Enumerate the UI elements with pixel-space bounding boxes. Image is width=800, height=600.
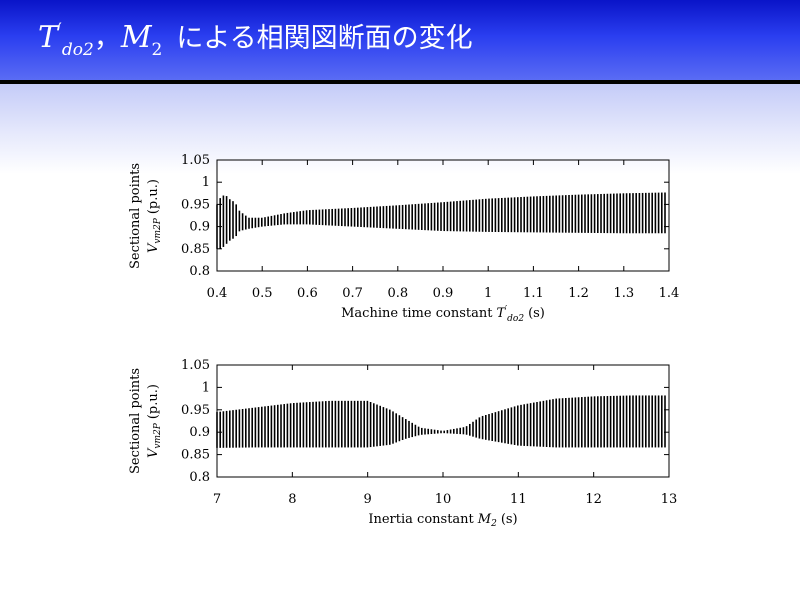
chart-2: 0.8 0.85 0.9 0.95 1 1.05 7 8 9 10 11 12 13 Sectiona… — [128, 358, 677, 529]
chart-1-ylabel-symbol: V — [146, 242, 161, 253]
chart-1-xtick-label: 1.2 — [568, 286, 589, 301]
chart-2-xtick-label: 8 — [288, 492, 296, 507]
chart-1-ytick-label: 0.85 — [181, 242, 210, 257]
chart-2-ytick-label: 0.95 — [181, 403, 210, 418]
chart-1-ytick-labels: 0.8 0.85 0.9 0.95 1 1.05 — [181, 153, 210, 279]
chart-1-xtick-label: 0.9 — [433, 286, 454, 301]
chart-1-xtick-label: 1.1 — [523, 286, 544, 301]
title-divider — [0, 80, 800, 84]
chart-2-xtick-label: 13 — [661, 492, 678, 507]
chart-1-ylabel-line2: Vvm2P (p.u.) — [146, 179, 163, 253]
title-bar — [0, 0, 800, 80]
chart-1-ylabel-line1: Sectional points — [128, 163, 143, 269]
chart-2-xlabel: Inertia constant M2 (s) — [368, 512, 517, 529]
title-gradient — [0, 84, 800, 174]
chart-1-ytick-label: 0.95 — [181, 197, 210, 212]
chart-1-xtick-label: 0.8 — [387, 286, 408, 301]
chart-2-xlabel-text: Inertia constant — [368, 512, 474, 527]
chart-1-xlabel-text: Machine time constant — [341, 306, 493, 321]
chart-1-xtick-label: 0.6 — [297, 286, 318, 301]
chart-1-ytick-label: 1.05 — [181, 153, 210, 168]
chart-2-ticks — [216, 364, 670, 478]
title-symbol-m: M — [120, 20, 152, 55]
slide-title: T ′ do2， M 2 による相関図断面の変化 — [38, 16, 473, 66]
chart-1: 0.8 0.85 0.9 0.95 1 1.05 0.4 0.5 0.6 0.7 0.8 0.9 1 1… — [128, 153, 679, 324]
title-symbol-t-subscript: do2 — [61, 40, 94, 60]
chart-1-ytick-label: 1 — [202, 175, 210, 190]
chart-2-ytick-label: 0.8 — [189, 470, 210, 485]
chart-1-xtick-label: 1.3 — [613, 286, 634, 301]
chart-2-ytick-label: 0.85 — [181, 448, 210, 463]
title-symbol-t: T — [38, 20, 59, 55]
chart-2-xtick-label: 9 — [364, 492, 372, 507]
chart-2-ylabel-unit: (p.u.) — [146, 384, 161, 419]
chart-1-ticks — [216, 159, 670, 272]
chart-2-ytick-label: 1 — [202, 380, 210, 395]
chart-2-xlabel-unit: (s) — [501, 512, 518, 527]
chart-1-bars — [216, 192, 666, 249]
chart-2-ylabel-subscript: vm2P — [153, 422, 163, 448]
chart-1-xtick-label: 0.7 — [342, 286, 363, 301]
chart-1-ytick-label: 0.8 — [189, 264, 210, 279]
chart-1-xlabel: Machine time constant T′do2 (s) — [341, 305, 545, 324]
chart-2-ylabel-symbol: V — [146, 447, 161, 458]
chart-2-bars — [216, 395, 666, 448]
title-symbol-m-subscript: 2 — [151, 40, 163, 60]
chart-1-xlabel-prime: ′ — [505, 305, 507, 315]
title-text: による相関図断面の変化 — [176, 23, 473, 54]
chart-2-xlabel-subscript: 2 — [490, 519, 497, 529]
chart-1-ylabel-unit: (p.u.) — [146, 179, 161, 214]
chart-2-xlabel-symbol: M — [477, 512, 492, 527]
chart-2-ytick-label: 0.9 — [189, 425, 210, 440]
chart-1-xlabel-subscript: do2 — [507, 314, 524, 324]
chart-2-xtick-labels: 7 8 9 10 11 12 13 — [213, 492, 677, 507]
chart-2-xtick-label: 7 — [213, 492, 221, 507]
chart-2-ytick-labels: 0.8 0.85 0.9 0.95 1 1.05 — [181, 358, 210, 485]
chart-2-ytick-label: 1.05 — [181, 358, 210, 373]
title-symbol-t-prime: ′ — [58, 20, 62, 40]
chart-1-xtick-label: 1 — [484, 286, 492, 301]
chart-1-xtick-label: 0.5 — [252, 286, 273, 301]
title-separator: ， — [93, 23, 121, 54]
chart-2-xtick-label: 12 — [585, 492, 602, 507]
chart-1-xlabel-symbol: T — [496, 306, 506, 321]
chart-1-xtick-label: 0.4 — [207, 286, 228, 301]
chart-2-xtick-label: 10 — [435, 492, 452, 507]
chart-1-xtick-labels: 0.4 0.5 0.6 0.7 0.8 0.9 1 1.1 1.2 1.3 1.4 — [207, 286, 680, 301]
chart-1-xlabel-unit: (s) — [528, 306, 545, 321]
chart-2-xtick-label: 11 — [510, 492, 527, 507]
chart-2-ylabel-line2: Vvm2P (p.u.) — [146, 384, 163, 458]
chart-1-ytick-label: 0.9 — [189, 220, 210, 235]
chart-1-xtick-label: 1.4 — [659, 286, 680, 301]
chart-1-ylabel-subscript: vm2P — [153, 217, 163, 243]
chart-2-ylabel-line1: Sectional points — [128, 368, 143, 474]
